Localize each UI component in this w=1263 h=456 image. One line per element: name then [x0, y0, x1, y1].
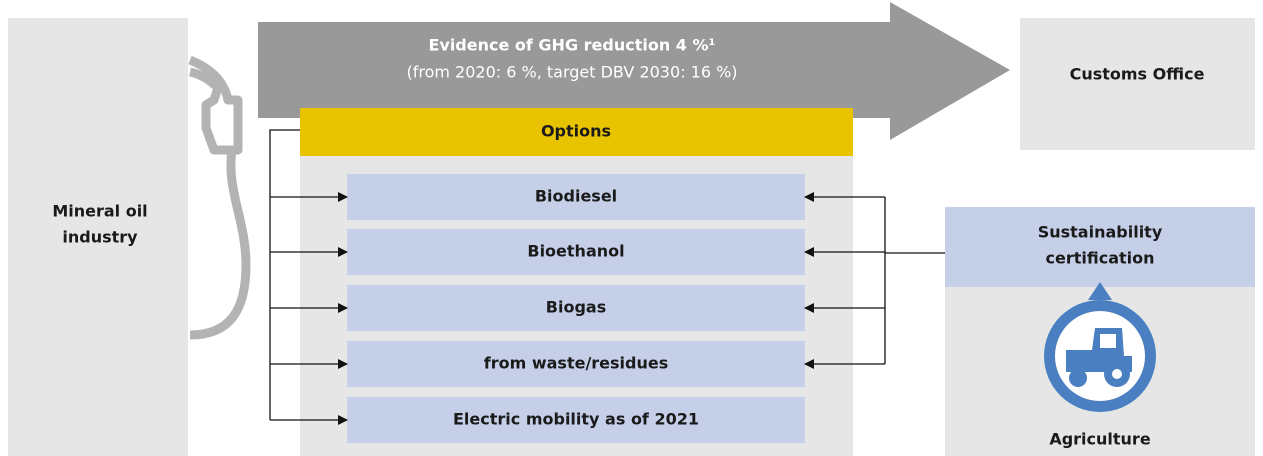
- options-header: [300, 108, 853, 156]
- option-label: Biogas: [546, 298, 606, 317]
- option-label: Electric mobility as of 2021: [453, 410, 699, 429]
- left-bracket: [269, 129, 300, 420]
- option-label: from waste/residues: [484, 354, 669, 373]
- pointer: [1088, 282, 1112, 300]
- mineral-oil-panel: [8, 18, 188, 456]
- option-label: Biodiesel: [535, 187, 617, 206]
- certification-label: Sustainability: [1038, 223, 1163, 242]
- option-box: [347, 397, 805, 443]
- certification-label: certification: [1045, 249, 1154, 268]
- mineral-oil-label: industry: [62, 228, 138, 247]
- ghg-arrow: [258, 2, 1010, 140]
- option-box: [347, 174, 805, 220]
- certification-box: [945, 207, 1255, 287]
- fuel-nozzle-icon: [188, 55, 251, 340]
- arrow-title: Evidence of GHG reduction 4 %¹: [428, 36, 715, 55]
- option-box: [347, 341, 805, 387]
- options-title: Options: [541, 122, 611, 141]
- option-box: [347, 229, 805, 275]
- customs-office-box: [1020, 18, 1255, 150]
- option-box: [347, 285, 805, 331]
- agriculture-label: Agriculture: [1049, 430, 1151, 449]
- customs-office-label: Customs Office: [1070, 65, 1205, 84]
- wheel-hub: [1112, 369, 1122, 379]
- option-label: Bioethanol: [527, 242, 624, 261]
- tractor-window: [1100, 334, 1116, 348]
- mineral-oil-label: Mineral oil: [52, 202, 147, 221]
- arrow-subtitle: (from 2020: 6 %, target DBV 2030: 16 %): [406, 63, 737, 82]
